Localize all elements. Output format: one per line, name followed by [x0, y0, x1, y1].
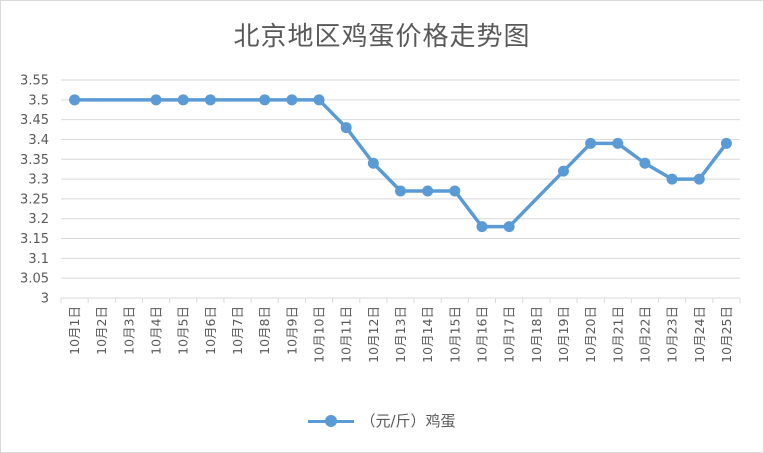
x-tick-label: 10月15日	[447, 306, 462, 363]
data-point	[259, 94, 271, 106]
x-tick-label: 10月6日	[203, 306, 218, 355]
y-tick-label: 3.35	[20, 153, 49, 168]
data-point	[150, 94, 162, 106]
x-tick-label: 10月7日	[230, 306, 245, 355]
chart-title: 北京地区鸡蛋价格走势图	[233, 22, 531, 52]
data-point	[422, 185, 434, 197]
data-point	[395, 185, 406, 197]
x-axis	[60, 297, 741, 303]
x-tick-label: 10月22日	[637, 306, 652, 363]
x-tick-label: 10月2日	[94, 306, 109, 355]
data-point	[666, 173, 678, 185]
x-tick-label: 10月10日	[312, 306, 327, 363]
data-point	[367, 157, 379, 169]
gridlines	[61, 79, 740, 279]
y-tick-label: 3.1	[28, 252, 49, 267]
y-tick-label: 3.2	[28, 212, 49, 227]
y-tick-label: 3.25	[20, 192, 49, 207]
x-tick-label: 10月14日	[420, 306, 435, 363]
x-tick-label: 10月8日	[257, 306, 272, 355]
data-point	[340, 122, 352, 134]
x-tick-label: 10月20日	[583, 306, 598, 363]
data-point	[476, 221, 488, 233]
data-point	[449, 185, 461, 197]
x-tick-label: 10月21日	[610, 306, 625, 363]
data-point	[313, 94, 325, 106]
x-tick-label: 10月18日	[529, 306, 544, 363]
x-tick-label: 10月12日	[366, 306, 381, 363]
data-point	[69, 94, 81, 106]
x-tick-label: 10月11日	[339, 306, 354, 363]
data-point	[720, 137, 732, 149]
y-tick-label: 3.45	[20, 113, 49, 128]
data-point	[204, 94, 216, 106]
x-tick-label: 10月4日	[149, 306, 164, 355]
x-tick-label: 10月25日	[719, 306, 734, 363]
data-point	[503, 221, 515, 233]
legend-line-marker-icon	[308, 414, 355, 427]
data-point	[177, 94, 189, 106]
data-point	[693, 173, 705, 185]
x-tick-label: 10月5日	[176, 306, 191, 355]
data-point	[585, 137, 597, 149]
data-point	[286, 94, 298, 106]
x-tick-label: 10月17日	[502, 306, 517, 363]
legend-label: （元/斤）鸡蛋	[360, 412, 456, 430]
x-tick-label: 10月24日	[692, 306, 707, 363]
x-tick-label: 10月23日	[665, 306, 680, 363]
y-tick-label: 3.5	[28, 93, 49, 108]
y-axis-ticks: 3 3.05 3.1 3.15 3.2 3.25 3.3 3.35 3.4 3.45 3.5 3.55	[20, 74, 49, 307]
x-tick-label: 10月1日	[67, 306, 82, 355]
y-tick-label: 3	[41, 292, 49, 307]
x-axis-ticks: 10月1日 10月2日 10月3日 10月4日 10月5日 10月6日 10月7日 10月8日…	[67, 306, 734, 363]
data-point	[639, 157, 651, 169]
y-tick-label: 3.55	[20, 74, 49, 89]
legend: （元/斤）鸡蛋	[0, 410, 764, 431]
series-line	[72, 98, 729, 229]
x-tick-label: 10月19日	[556, 306, 571, 363]
data-point	[612, 137, 624, 149]
series-egg-price	[69, 94, 732, 233]
y-tick-label: 3.4	[28, 133, 49, 148]
x-tick-label: 10月3日	[121, 306, 136, 355]
data-point	[557, 165, 569, 177]
y-tick-label: 3.15	[20, 232, 49, 247]
x-tick-label: 10月13日	[393, 306, 408, 363]
x-tick-label: 10月16日	[474, 306, 489, 363]
x-tick-label: 10月9日	[284, 306, 299, 355]
y-tick-label: 3.3	[28, 173, 49, 188]
y-tick-label: 3.05	[20, 272, 49, 287]
